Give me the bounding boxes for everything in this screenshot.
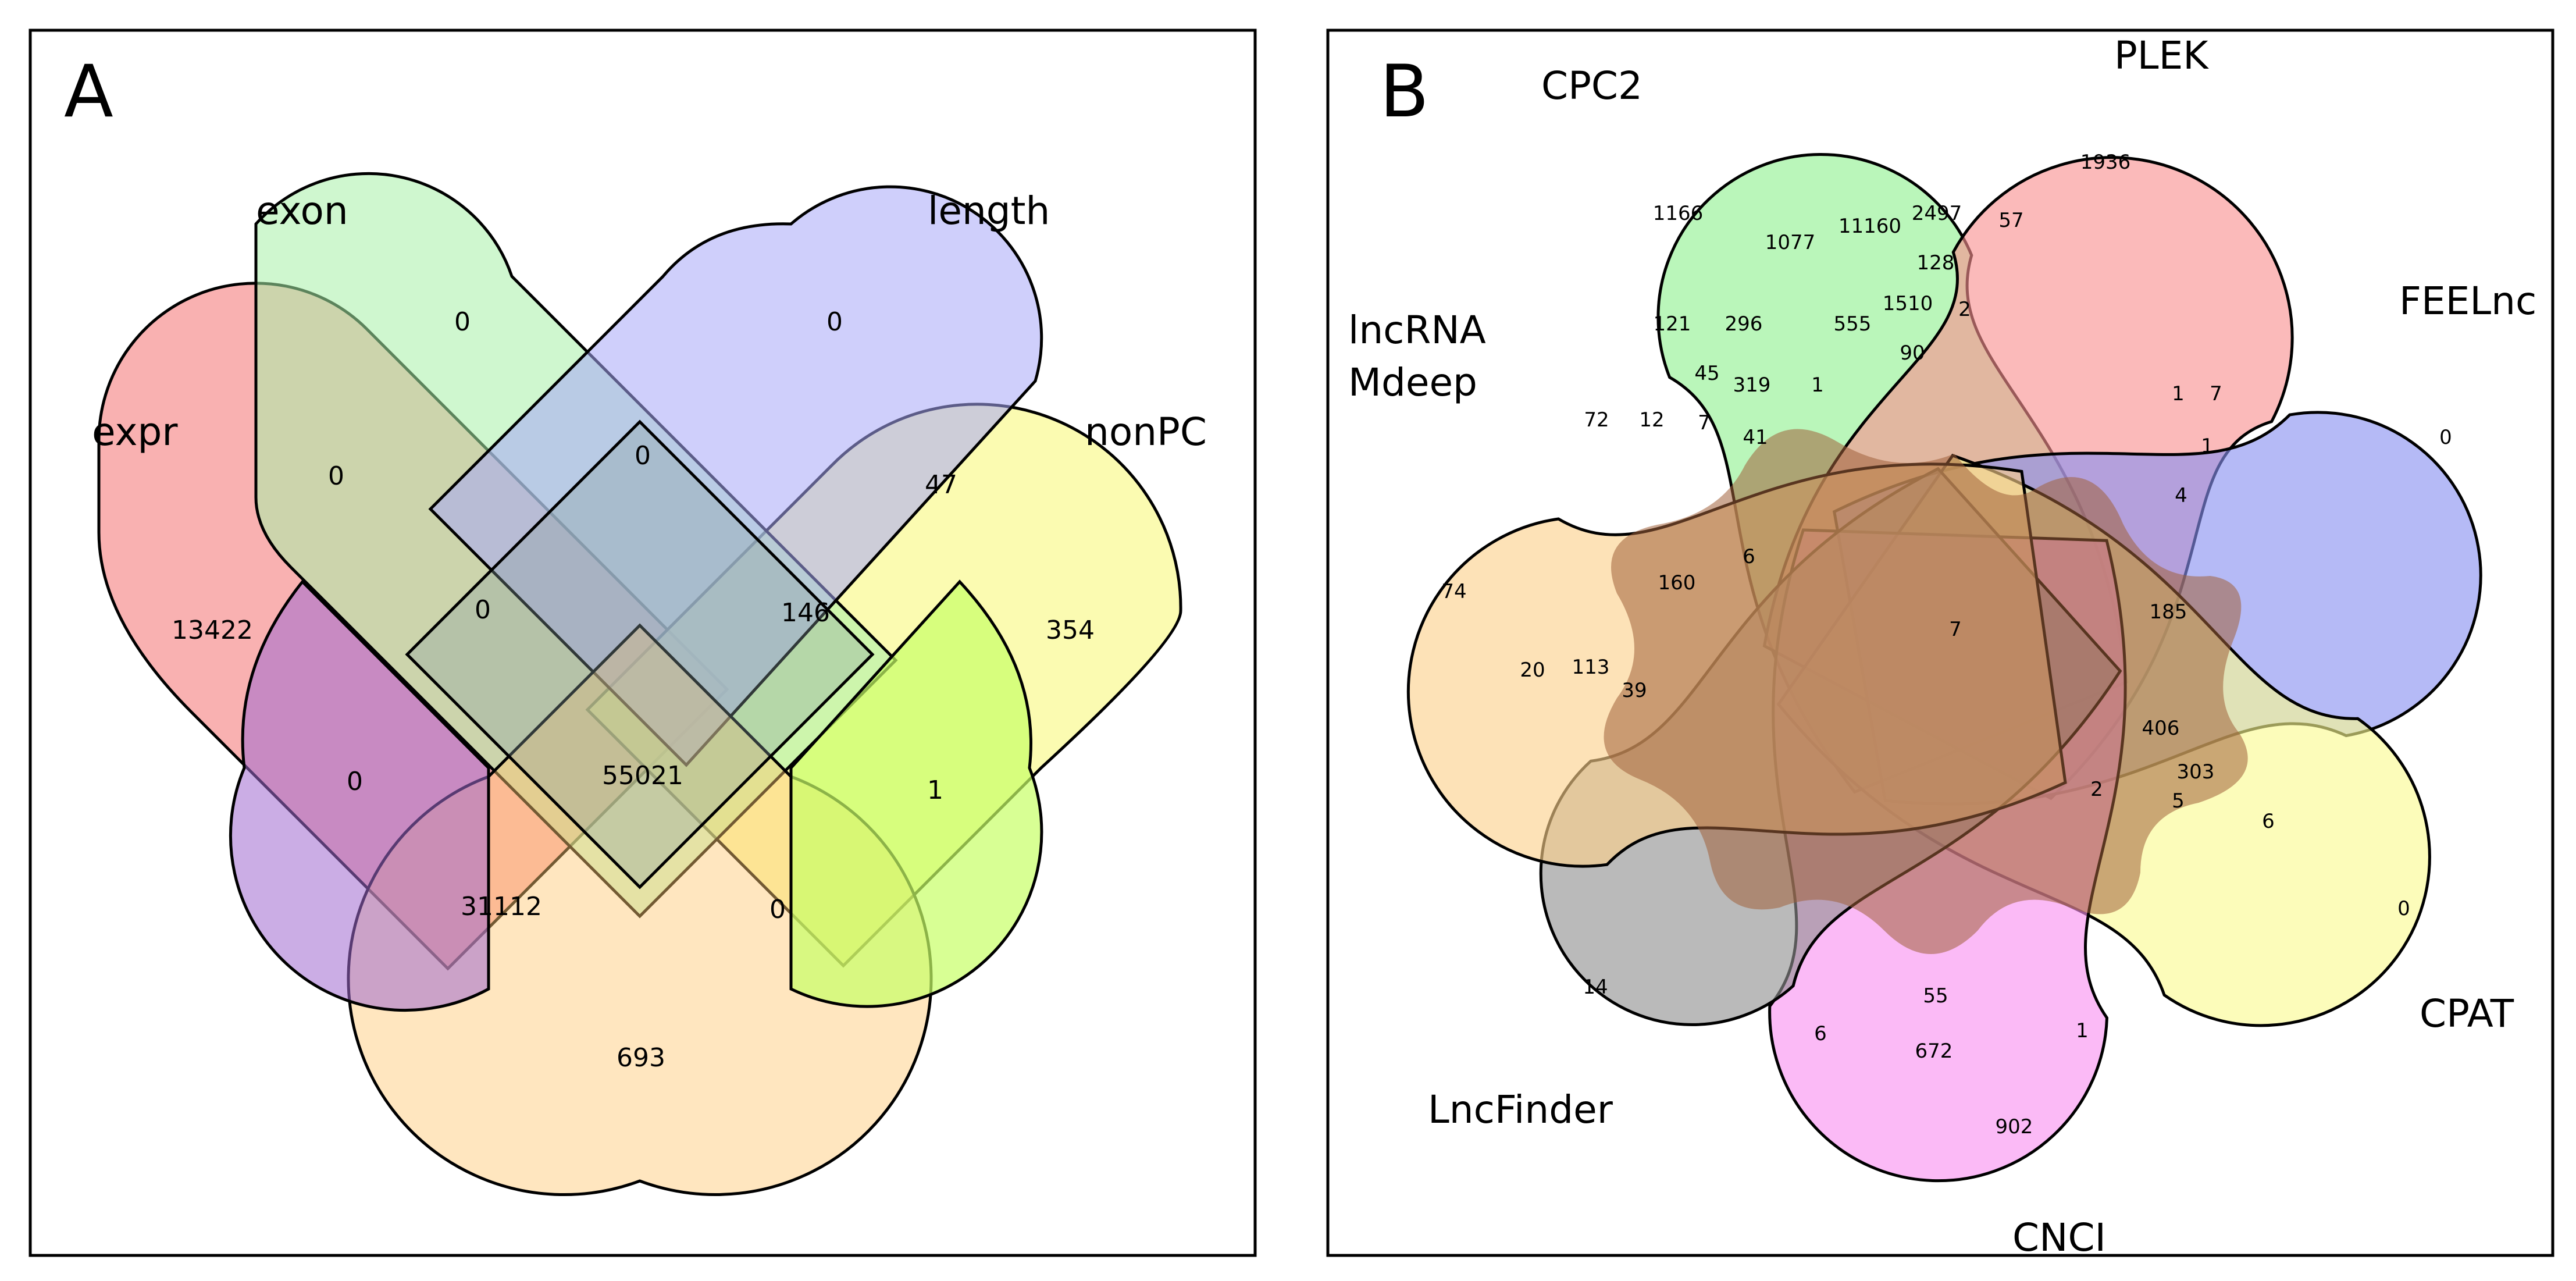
panel-a-venn bbox=[97, 172, 1182, 1196]
count-label: 319 bbox=[1733, 373, 1771, 397]
count-label: 0 bbox=[2439, 426, 2452, 449]
count-label: 672 bbox=[1915, 1040, 1953, 1063]
count-label: 41 bbox=[1743, 426, 1768, 449]
label-lncfinder: LncFinder bbox=[1428, 1087, 1613, 1132]
label-lncrna-line1: lncRNA bbox=[1348, 308, 1486, 353]
count-label: 90 bbox=[1900, 341, 1925, 365]
count-label: 128 bbox=[1917, 251, 1955, 275]
count-label: 4 bbox=[2175, 484, 2187, 507]
panel-b-counts: 1936 1166 57 2497 1077 11160 128 1510 2 … bbox=[1441, 151, 2452, 1138]
count-label: 14 bbox=[1583, 976, 1608, 999]
count-label: 296 bbox=[1725, 312, 1763, 336]
panel-a-counts: 0 0 0 0 47 13422 0 146 354 0 55021 1 311… bbox=[172, 307, 1095, 1073]
count-label: 354 bbox=[1046, 615, 1095, 645]
count-label: 39 bbox=[1622, 679, 1647, 702]
count-label: 0 bbox=[347, 767, 363, 796]
count-label: 6 bbox=[1814, 1022, 1827, 1045]
count-label: 7 bbox=[1949, 618, 1962, 641]
count-label: 1 bbox=[2172, 382, 2185, 405]
count-label: 1 bbox=[2076, 1019, 2089, 1042]
label-cnci: CNCI bbox=[2012, 1215, 2106, 1260]
count-label: 6 bbox=[2262, 810, 2275, 833]
count-label: 12 bbox=[1639, 408, 1664, 432]
count-label: 1 bbox=[2201, 435, 2214, 458]
count-label: 185 bbox=[2150, 600, 2187, 624]
count-label: 13422 bbox=[172, 615, 253, 645]
count-label: 113 bbox=[1572, 656, 1610, 679]
count-label: 693 bbox=[617, 1043, 665, 1073]
count-label: 0 bbox=[475, 595, 491, 625]
label-cpc2: CPC2 bbox=[1541, 63, 1642, 108]
label-exon: exon bbox=[256, 188, 348, 233]
count-label: 0 bbox=[328, 461, 344, 491]
count-label: 1936 bbox=[2080, 151, 2131, 174]
count-label: 45 bbox=[1694, 362, 1719, 385]
count-label: 303 bbox=[2177, 760, 2215, 784]
count-label: 7 bbox=[2210, 382, 2222, 405]
label-lncrna-line2: Mdeep bbox=[1348, 360, 1477, 405]
label-length: length bbox=[928, 188, 1050, 233]
count-label: 5 bbox=[2172, 789, 2185, 813]
count-label: 2497 bbox=[1912, 202, 1962, 225]
count-label: 902 bbox=[1996, 1115, 2033, 1138]
label-nonPC: nonPC bbox=[1085, 410, 1207, 454]
count-label: 6 bbox=[1743, 545, 1755, 568]
count-label: 121 bbox=[1654, 312, 1691, 336]
label-plek: PLEK bbox=[2114, 33, 2209, 78]
count-label: 146 bbox=[781, 598, 830, 628]
count-label: 55 bbox=[1923, 984, 1948, 1008]
count-label: 47 bbox=[925, 470, 957, 500]
label-feelnc: FEELnc bbox=[2399, 279, 2536, 323]
count-label: 1 bbox=[927, 775, 943, 805]
count-label: 7 bbox=[1698, 411, 1711, 435]
count-label: 20 bbox=[1520, 659, 1545, 682]
count-label: 2 bbox=[2090, 778, 2103, 801]
count-label: 1166 bbox=[1653, 202, 1704, 225]
count-label: 555 bbox=[1834, 312, 1872, 336]
count-label: 406 bbox=[2142, 717, 2180, 740]
count-label: 1 bbox=[1811, 373, 1824, 397]
diamond-center bbox=[405, 419, 875, 889]
set-length-shape bbox=[428, 185, 1043, 767]
label-cpat: CPAT bbox=[2420, 991, 2514, 1036]
count-label: 74 bbox=[1441, 580, 1466, 603]
count-label: 55021 bbox=[602, 761, 683, 791]
panel-a: A exon length expr nonPC 0 0 0 0 47 1342… bbox=[28, 29, 1257, 1257]
count-label: 0 bbox=[635, 441, 651, 471]
count-label: 72 bbox=[1584, 408, 1609, 432]
count-label: 0 bbox=[769, 895, 786, 924]
count-label: 0 bbox=[454, 307, 471, 337]
count-label: 160 bbox=[1658, 571, 1696, 595]
count-label: 2 bbox=[1958, 298, 1971, 321]
count-label: 11160 bbox=[1839, 215, 1901, 238]
panel-a-letter: A bbox=[64, 50, 113, 134]
label-expr: expr bbox=[92, 410, 178, 454]
count-label: 0 bbox=[2397, 897, 2410, 920]
count-label: 0 bbox=[826, 307, 843, 337]
center-region bbox=[1604, 429, 2248, 954]
panel-b-letter: B bbox=[1380, 50, 1429, 134]
set-purple-shape bbox=[229, 579, 490, 1012]
panel-b: B CPC2 PLEK FEELnc lncRNA Mdeep CPAT Lnc… bbox=[1326, 29, 2554, 1260]
count-label: 1510 bbox=[1883, 292, 1933, 315]
count-label: 1077 bbox=[1765, 231, 1816, 254]
set-green-shape bbox=[789, 579, 1043, 1008]
count-label: 57 bbox=[1998, 209, 2023, 232]
count-label: 31112 bbox=[461, 892, 542, 921]
